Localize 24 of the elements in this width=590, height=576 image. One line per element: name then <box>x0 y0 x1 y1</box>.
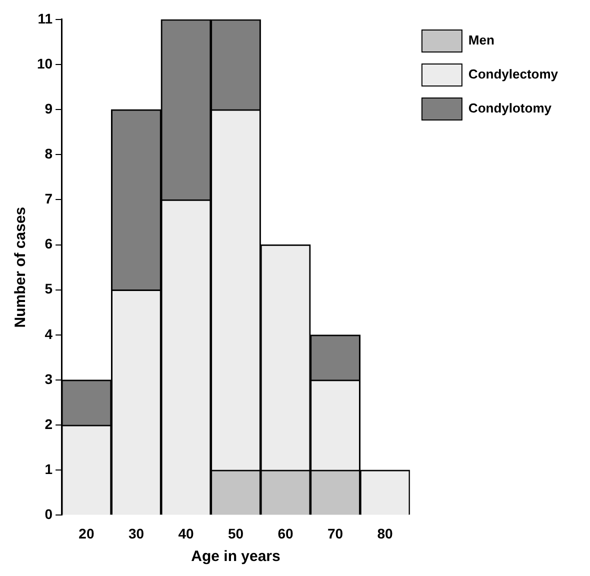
y-tick-label: 2 <box>44 416 53 432</box>
y-tick-label: 10 <box>36 55 53 72</box>
legend-label: Condylotomy <box>468 100 552 116</box>
x-tick-label: 70 <box>327 525 344 542</box>
x-tick-label: 80 <box>377 525 394 542</box>
y-tick-label: 4 <box>44 326 53 342</box>
y-tick-label: 6 <box>44 236 53 252</box>
y-tick-label: 7 <box>44 190 53 207</box>
x-axis-title: Age in years <box>191 548 280 566</box>
legend-label: Men <box>468 32 494 48</box>
y-tick-label: 11 <box>38 10 53 26</box>
y-tick-label: 9 <box>44 100 53 116</box>
x-tick-label: 60 <box>278 525 294 542</box>
y-tick-label: 8 <box>44 145 53 162</box>
x-tick-label: 50 <box>228 525 244 542</box>
x-tick-label: 20 <box>78 525 94 542</box>
y-tick-label: 3 <box>44 370 53 387</box>
y-tick-label: 5 <box>44 280 53 297</box>
x-tick-label: 40 <box>178 525 194 542</box>
legend-label: Condylectomy <box>468 66 559 82</box>
x-tick-label: 30 <box>128 525 144 542</box>
y-tick-label: 1 <box>44 460 53 477</box>
y-axis-title: Number of cases <box>12 206 30 328</box>
y-tick-label: 0 <box>44 506 53 522</box>
